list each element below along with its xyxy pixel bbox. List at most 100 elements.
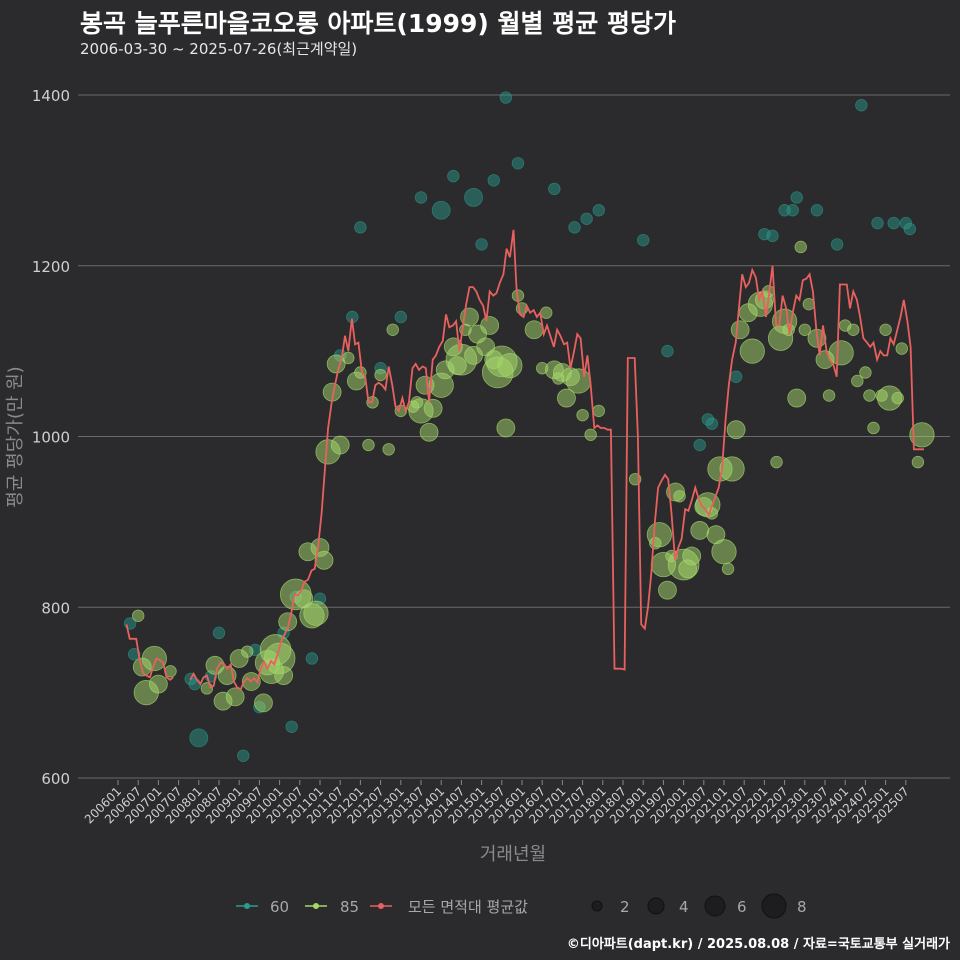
y-tick-label: 1000 — [32, 429, 70, 447]
point-85 — [859, 366, 872, 379]
point-85 — [867, 421, 880, 435]
point-85 — [891, 391, 904, 405]
point-60 — [237, 749, 250, 763]
point-85 — [828, 340, 854, 366]
point-60 — [592, 204, 605, 217]
point-60 — [729, 370, 743, 383]
point-85 — [274, 666, 294, 685]
point-85 — [200, 682, 214, 695]
point-60 — [899, 216, 913, 230]
point-85 — [419, 422, 439, 442]
legend-item-85: 85 — [305, 898, 359, 916]
point-60 — [475, 238, 488, 251]
legend-label-average: 모든 면적대 평균값 — [408, 898, 528, 916]
point-85 — [524, 320, 544, 340]
point-85 — [646, 522, 672, 548]
point-85 — [739, 338, 765, 364]
point-60 — [786, 204, 799, 217]
point-85 — [540, 306, 553, 319]
point-85 — [851, 374, 864, 388]
point-60 — [431, 200, 451, 220]
point-60 — [464, 188, 483, 207]
chart-subtitle: 2006-03-30 ~ 2025-07-26(최근계약일) — [80, 40, 358, 58]
point-85 — [576, 408, 589, 422]
point-85 — [682, 546, 702, 566]
point-85 — [131, 609, 145, 622]
point-85 — [794, 240, 807, 254]
point-85 — [314, 550, 334, 570]
point-60 — [305, 652, 319, 665]
point-85 — [225, 687, 245, 707]
point-85 — [721, 562, 735, 576]
point-85 — [254, 693, 273, 713]
average-price-line — [125, 229, 924, 691]
point-60 — [790, 191, 803, 204]
y-tick-label: 1200 — [32, 258, 70, 276]
x-axis-label: 거래년월 — [480, 844, 546, 865]
legend-size-8: 8 — [761, 893, 807, 919]
point-60 — [855, 99, 868, 112]
point-85 — [303, 600, 329, 626]
point-85 — [496, 418, 516, 438]
point-85 — [330, 435, 350, 455]
point-85 — [480, 316, 500, 335]
point-60 — [212, 626, 226, 640]
point-85 — [879, 323, 892, 336]
point-85 — [278, 612, 298, 632]
point-85 — [798, 323, 812, 336]
point-85 — [719, 456, 745, 482]
point-85 — [673, 490, 686, 503]
legend-size-label-2: 2 — [620, 898, 630, 916]
legend-size-label-4: 4 — [679, 898, 689, 916]
point-85 — [690, 521, 710, 540]
point-85 — [141, 645, 167, 672]
point-60 — [693, 438, 706, 452]
point-60 — [810, 204, 824, 217]
point-85 — [557, 388, 576, 408]
point-85 — [374, 368, 387, 382]
point-60 — [354, 221, 367, 234]
point-60 — [568, 221, 581, 234]
point-60 — [285, 720, 298, 733]
point-60 — [580, 212, 593, 225]
point-60 — [766, 229, 779, 243]
legend-size-label-8: 8 — [797, 898, 807, 916]
legend-size-2: 2 — [591, 898, 630, 916]
point-85 — [565, 368, 592, 394]
point-85 — [711, 539, 737, 565]
point-60 — [487, 174, 500, 187]
point-60 — [871, 216, 884, 230]
point-60 — [903, 222, 917, 236]
point-85 — [658, 580, 677, 600]
point-85 — [822, 389, 836, 402]
point-85 — [787, 388, 807, 408]
point-60 — [830, 238, 844, 251]
legend-label-60: 60 — [270, 898, 289, 916]
point-85 — [241, 645, 254, 658]
legend-size-4: 4 — [647, 897, 689, 916]
point-60 — [414, 191, 428, 204]
y-tick-label: 1400 — [32, 87, 70, 105]
point-85 — [342, 351, 355, 365]
point-85 — [382, 443, 395, 456]
point-60 — [887, 216, 900, 230]
y-tick-label: 600 — [41, 770, 70, 788]
point-85 — [497, 353, 523, 379]
legend-item-average: 모든 면적대 평균값 — [370, 898, 528, 916]
point-60 — [548, 182, 561, 196]
point-60 — [394, 310, 408, 324]
y-axis-label: 평균 평당가(만 원) — [5, 366, 26, 507]
point-85 — [770, 455, 783, 469]
legend-size-label-6: 6 — [737, 898, 747, 916]
point-85 — [584, 428, 597, 441]
legend-item-60: 60 — [236, 898, 289, 916]
point-85 — [423, 398, 443, 418]
point-85 — [911, 455, 925, 469]
point-85 — [730, 320, 750, 340]
point-85 — [863, 389, 876, 402]
point-60 — [637, 233, 650, 247]
point-60 — [188, 677, 201, 691]
point-85 — [148, 674, 168, 694]
point-85 — [386, 323, 399, 336]
point-60 — [661, 344, 674, 358]
